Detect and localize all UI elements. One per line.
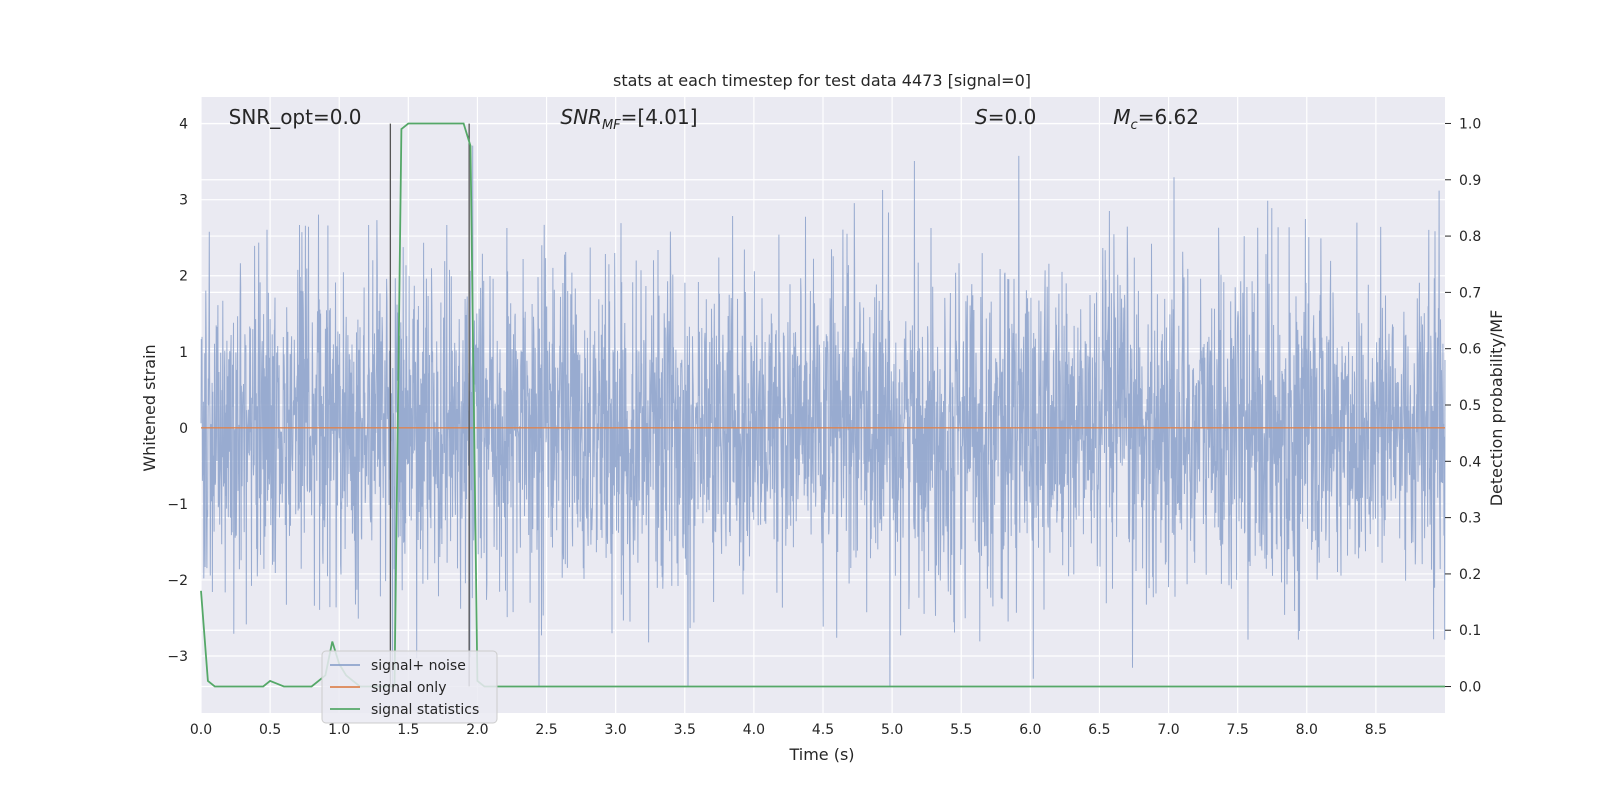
y-right-tick-label: 0.8 [1459, 229, 1481, 245]
y-left-tick-label: −3 [167, 649, 188, 665]
x-axis-ticks: 0.0 0.5 1.0 1.5 2.0 2.5 3.0 3.5 4.0 4.5 5.0 5.5 6.0 6… [190, 722, 1387, 738]
y-right-tick-label: 0.1 [1459, 623, 1481, 639]
chart-title: stats at each timestep for test data 447… [613, 71, 1031, 90]
y-left-tick-label: 4 [179, 117, 188, 133]
y-right-tick-label: 0.6 [1459, 342, 1481, 358]
x-tick-label: 1.5 [397, 722, 419, 738]
y-right-tick-label: 1.0 [1459, 116, 1481, 132]
x-tick-label: 0.5 [259, 722, 281, 738]
x-tick-label: 5.0 [881, 722, 903, 738]
vertical-markers [389, 123, 470, 687]
y-right-tick-label: 0.9 [1459, 173, 1481, 189]
annotation-text: SNRMF=[4.01] [560, 105, 697, 133]
x-tick-label: 2.0 [466, 722, 488, 738]
legend-label: signal only [371, 680, 446, 696]
y-axis-right-label: Detection probability/MF [1487, 310, 1506, 507]
x-axis-label: Time (s) [788, 745, 854, 764]
x-tick-label: 7.5 [1227, 722, 1249, 738]
x-tick-label: 2.5 [535, 722, 557, 738]
annotation-text: S=0.0 [975, 105, 1036, 129]
y-right-tick-label: 0.4 [1459, 454, 1481, 470]
legend: signal+ noise signal only signal statistic… [321, 650, 498, 724]
y-left-tick-label: 0 [179, 421, 188, 437]
x-tick-label: 3.0 [605, 722, 627, 738]
x-tick-label: 4.5 [812, 722, 834, 738]
annotations: SNR_opt=0.0 SNRMF=[4.01] S=0.0 Mc=6.62 [229, 105, 1199, 133]
legend-box [321, 650, 498, 724]
y-right-tick-label: 0.0 [1459, 680, 1481, 696]
noise-line [200, 145, 1446, 687]
y-left-tick-label: 3 [179, 193, 188, 209]
x-tick-label: 7.0 [1157, 722, 1179, 738]
y-left-tick-label: 2 [179, 269, 188, 285]
y-right-tick-label: 0.2 [1459, 567, 1481, 583]
y-right-tick-label: 0.3 [1459, 511, 1481, 527]
x-tick-label: 8.0 [1296, 722, 1318, 738]
legend-label: signal statistics [371, 702, 479, 718]
x-tick-label: 6.0 [1019, 722, 1041, 738]
x-tick-label: 3.5 [674, 722, 696, 738]
x-tick-label: 1.0 [328, 722, 350, 738]
y-axis-left-label: Whitened strain [140, 344, 159, 471]
y-left-tick-label: −1 [167, 497, 188, 513]
y-right-tick-label: 0.5 [1459, 398, 1481, 414]
x-tick-label: 6.5 [1088, 722, 1110, 738]
series-signal-noise [200, 145, 1446, 687]
x-tick-label: 8.5 [1365, 722, 1387, 738]
x-tick-label: 0.0 [190, 722, 212, 738]
annotation-text: Mc=6.62 [1113, 105, 1199, 133]
x-tick-label: 5.5 [950, 722, 972, 738]
y-axis-right-ticks: 1.0 0.9 0.8 0.7 0.6 0.5 0.4 0.3 0.2 0.1 0.0 [1445, 116, 1481, 696]
y-right-tick-label: 0.7 [1459, 285, 1481, 301]
legend-label: signal+ noise [371, 658, 466, 674]
y-left-tick-label: 1 [179, 345, 188, 361]
y-axis-left-ticks: 4 3 2 1 0 −1 −2 −3 [167, 117, 188, 665]
x-tick-label: 4.0 [743, 722, 765, 738]
y-left-tick-label: −2 [167, 573, 188, 589]
annotation-text: SNR_opt=0.0 [229, 105, 362, 129]
